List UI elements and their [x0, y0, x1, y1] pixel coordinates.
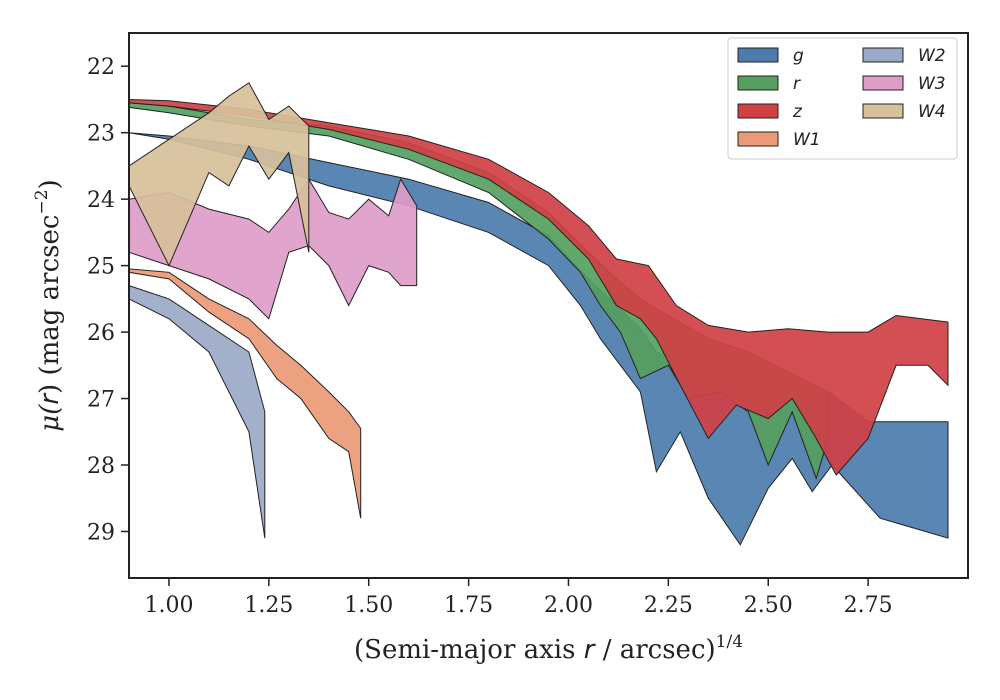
x-axis: 1.00 1.25 1.50 1.75 2.00 2.25 2.50 2.75	[144, 578, 893, 618]
x-tick-label: 2.50	[744, 593, 793, 618]
y-tick-label: 23	[87, 122, 115, 147]
legend-swatch-w2	[862, 47, 904, 63]
legend-label-w2: W2	[918, 46, 946, 66]
legend-label-w4: W4	[918, 102, 946, 122]
series-areas	[128, 82, 949, 546]
legend-swatch-r	[737, 75, 779, 91]
y-tick-label: 25	[87, 255, 115, 280]
legend-label-z: z	[792, 102, 803, 122]
y-tick-label: 26	[87, 321, 115, 346]
legend-swatch-w1	[737, 131, 779, 147]
legend-label-g: g	[793, 46, 804, 66]
x-tick-label: 1.75	[444, 593, 493, 618]
series-area-w4	[128, 82, 310, 267]
legend-label-r: r	[793, 74, 801, 94]
x-tick-label: 1.25	[244, 593, 293, 618]
y-tick-label: 24	[87, 188, 115, 213]
y-tick-label: 29	[87, 520, 115, 545]
legend: grz W1 W2 W3 W4	[727, 37, 958, 160]
x-axis-label: (Semi-major axis r / arcsec)1/4	[354, 632, 743, 665]
series-area-w3	[128, 178, 418, 320]
series-area-w1	[128, 268, 362, 519]
legend-label-w3: W3	[918, 74, 946, 94]
plot-frame	[128, 32, 969, 579]
x-tick-label: 2.00	[544, 593, 593, 618]
legend-swatch-w4	[862, 103, 904, 119]
y-tick-label: 28	[87, 454, 115, 479]
y-axis: 22 23 24 25 26 27 28 29	[87, 55, 129, 545]
x-tick-label: 1.00	[144, 593, 193, 618]
series-area-w2	[128, 284, 266, 539]
legend-swatch-z	[737, 103, 779, 119]
y-axis-label: μ(r) (mag arcsec−2)	[32, 179, 65, 431]
x-tick-label: 2.25	[644, 593, 693, 618]
legend-swatch-g	[737, 47, 779, 63]
x-tick-label: 1.50	[344, 593, 393, 618]
legend-label-w1: W1	[793, 130, 821, 150]
x-tick-label: 2.75	[844, 593, 893, 618]
legend-box	[727, 37, 958, 160]
legend-swatch-w3	[862, 75, 904, 91]
y-tick-label: 22	[87, 55, 115, 80]
series-area-z	[128, 98, 949, 476]
y-tick-label: 27	[87, 388, 115, 413]
